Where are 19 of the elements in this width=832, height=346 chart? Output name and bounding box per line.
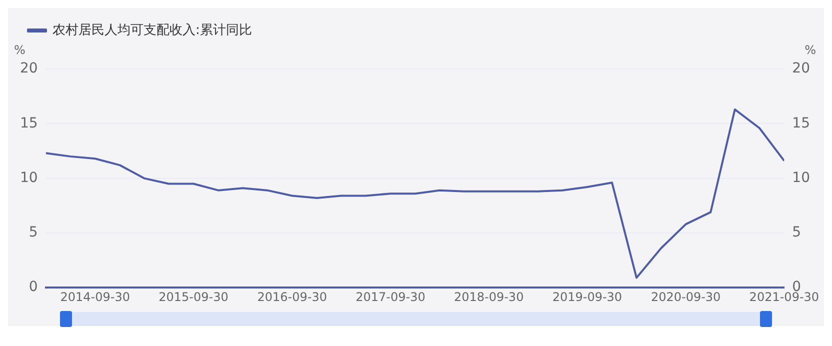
y-tick-label: 5: [28, 224, 38, 241]
y2-tick-label: 20: [792, 60, 810, 77]
y-tick-label: 15: [20, 115, 38, 132]
y-axis-title: %: [14, 43, 26, 58]
y-tick-label: 10: [20, 170, 38, 186]
y-tick-label: 20: [20, 60, 38, 77]
y-tick-label: 0: [28, 279, 38, 296]
x-tick-label: 2018-09-30: [454, 290, 524, 304]
x-tick-label: 2014-09-30: [60, 290, 130, 304]
x-tick-label: 2020-09-30: [650, 290, 721, 304]
y2-axis-title: %: [804, 43, 816, 58]
x-tick-label: 2019-09-30: [552, 290, 622, 304]
y2-tick-label: 5: [792, 224, 802, 241]
legend-label: 农村居民人均可支配收入:累计同比: [52, 22, 252, 38]
x-tick-label: 2017-09-30: [356, 290, 426, 304]
x-tick-label: 2016-09-30: [257, 290, 327, 304]
x-tick-label: 2015-09-30: [158, 290, 228, 304]
y2-tick-label: 10: [792, 170, 810, 186]
y2-tick-label: 15: [792, 115, 810, 132]
